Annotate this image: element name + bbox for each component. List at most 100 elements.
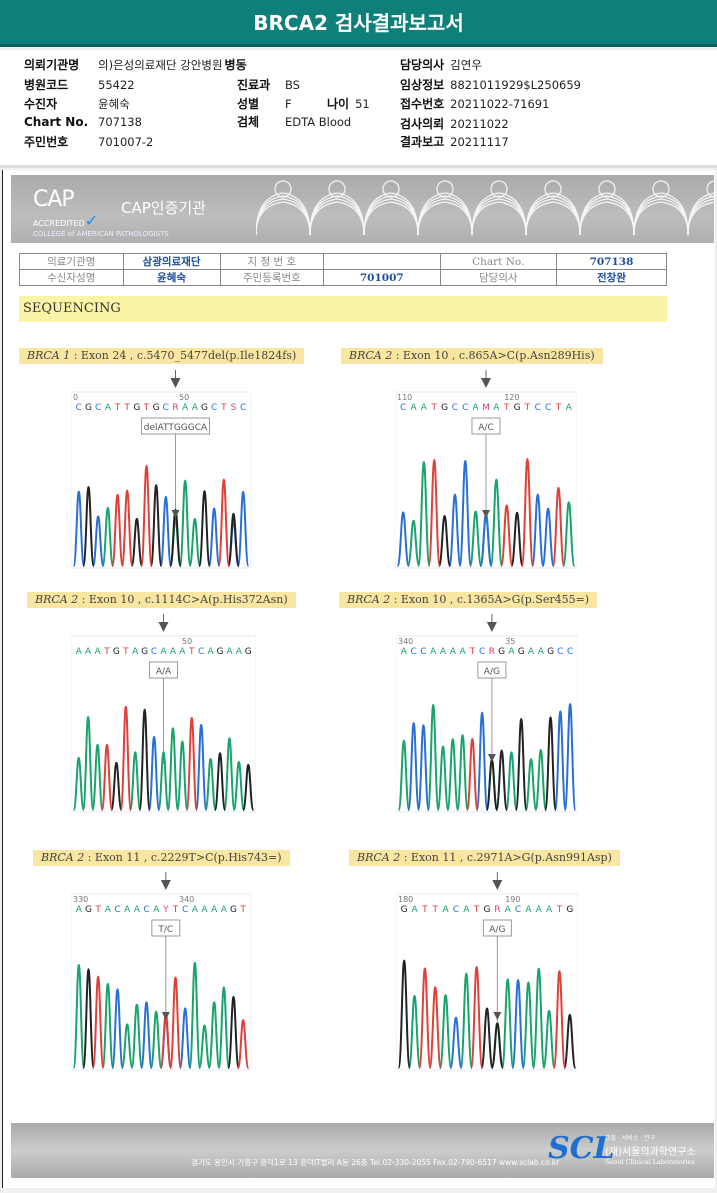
label: 진료과: [237, 78, 271, 92]
variant-label: BRCA 2 : Exon 11 , c.2229T>C(p.His743=): [33, 850, 290, 866]
variant-detail: : Exon 10 , c.865A>C(p.Asn289His): [392, 349, 595, 362]
base-call: A: [124, 905, 131, 915]
variant-detail: : Exon 10 , c.1365A>G(p.Ser455=): [390, 593, 590, 606]
trace-G: [437, 511, 524, 567]
base-call: C: [198, 647, 204, 657]
doc-label: 담당의사: [439, 269, 557, 286]
label: 의뢰기관명: [24, 58, 80, 72]
base-call: G: [518, 647, 525, 657]
chromatogram-frame: [71, 635, 256, 813]
base-call: T: [556, 905, 563, 915]
trace-T: [100, 705, 198, 811]
base-call: G: [566, 905, 573, 915]
base-call: G: [498, 647, 505, 657]
cap-banner: CAP ACCREDITED✓ COLLEGE of AMERICAN PATH…: [11, 175, 714, 243]
base-call: A: [160, 647, 167, 657]
genotype-call: A/C: [478, 423, 493, 433]
arrow-down-icon: [160, 880, 171, 890]
position-right: 50: [179, 393, 189, 402]
label: Chart No.: [24, 115, 89, 129]
cap-logo: CAP ACCREDITED✓ COLLEGE of AMERICAN PATH…: [33, 189, 169, 239]
base-call: C: [143, 905, 149, 915]
base-call: A: [134, 905, 141, 915]
scl-name-en: Seoul Clinical Laboratories: [605, 1158, 695, 1166]
base-call: G: [230, 905, 237, 915]
base-call: A: [94, 647, 101, 657]
label: 주민번호: [24, 135, 69, 149]
ward-label: 병동: [224, 58, 247, 72]
base-call: C: [515, 905, 521, 915]
age-field: 나이 51: [327, 95, 370, 112]
base-call: A: [410, 403, 417, 413]
cap-college: COLLEGE of AMERICAN PATHOLOGISTS: [33, 230, 169, 238]
base-call: A: [192, 403, 199, 413]
peak-marker-icon: [493, 1012, 502, 1020]
base-call: C: [114, 905, 120, 915]
report-date-field: 결과보고 20211117: [400, 133, 509, 150]
base-call: G: [514, 403, 521, 413]
trace-G: [110, 708, 255, 811]
base-call: T: [172, 905, 179, 915]
value: 윤혜숙: [98, 97, 130, 111]
position-right: 50: [182, 637, 192, 646]
trace-T: [111, 464, 231, 567]
position-left: 110: [397, 393, 412, 402]
peak-marker-icon: [161, 1012, 170, 1020]
base-call: R: [494, 905, 500, 915]
rrn-label: 주민등록번호: [219, 269, 325, 286]
peak-marker-icon: [487, 754, 496, 762]
variant-label: BRCA 2 : Exon 10 , c.865A>C(p.Asn289His): [341, 348, 603, 364]
peak-marker-icon: [171, 510, 180, 518]
base-call: C: [452, 403, 458, 413]
base-call: G: [153, 403, 160, 413]
resident-no-field: 주민번호 701007-2: [24, 133, 153, 150]
base-call: A: [440, 647, 447, 657]
base-call: A: [182, 403, 189, 413]
chart-value: 707138: [555, 253, 668, 270]
position-left: 0: [73, 393, 78, 402]
sex-field: 성별 F: [237, 95, 292, 112]
base-call: T: [524, 403, 531, 413]
chromatogram-frame: [396, 635, 578, 813]
base-call: C: [163, 403, 169, 413]
trace-T: [427, 457, 566, 567]
genotype-call: A/A: [156, 667, 172, 677]
label: 담당의사: [400, 58, 445, 72]
base-call: C: [453, 905, 459, 915]
base-call: C: [535, 403, 541, 413]
desig-value: [323, 253, 441, 270]
genotype-call: T/C: [157, 925, 173, 935]
trace-A: [101, 479, 202, 567]
base-call: M: [482, 403, 490, 413]
position-right: 120: [504, 393, 519, 402]
position-left: 340: [398, 637, 413, 646]
base-call: A: [208, 647, 215, 657]
base-call: G: [484, 905, 491, 915]
scl-logo: SCL: [548, 1131, 615, 1166]
base-call: T: [430, 403, 437, 413]
label: 접수번호: [400, 97, 445, 111]
clinical-info-field: 임상정보 8821011929$L250659: [400, 76, 581, 93]
variant-label: BRCA 1 : Exon 24 , c.5470_5477del(p.Ile1…: [19, 348, 305, 364]
chromatogram: 340 35A C C A A A A T C R G A G A A G C CA/G: [396, 614, 578, 813]
value: 55422: [98, 78, 135, 92]
genotype-call: delATTGGGCA: [144, 423, 208, 433]
base-call: A: [566, 403, 573, 413]
base-call: C: [95, 403, 101, 413]
position-right: 340: [179, 895, 194, 904]
gene-name: BRCA 2: [347, 593, 391, 606]
base-call: G: [85, 403, 92, 413]
inst-value: 삼광의료재단: [122, 253, 221, 270]
base-call: A: [132, 647, 139, 657]
trace-G: [82, 968, 240, 1069]
genotype-call: A/G: [484, 667, 500, 677]
chromatogram: 50A A A T G T A G C A A A T C A G A A GA/A: [71, 614, 256, 813]
base-call: G: [245, 647, 252, 657]
arrow-down-icon: [492, 880, 503, 890]
base-call: C: [211, 403, 217, 413]
institution-field: 의뢰기관명 의)은성의료재단 강안병원 병동: [24, 56, 247, 73]
doc-value: 전창완: [555, 269, 668, 286]
